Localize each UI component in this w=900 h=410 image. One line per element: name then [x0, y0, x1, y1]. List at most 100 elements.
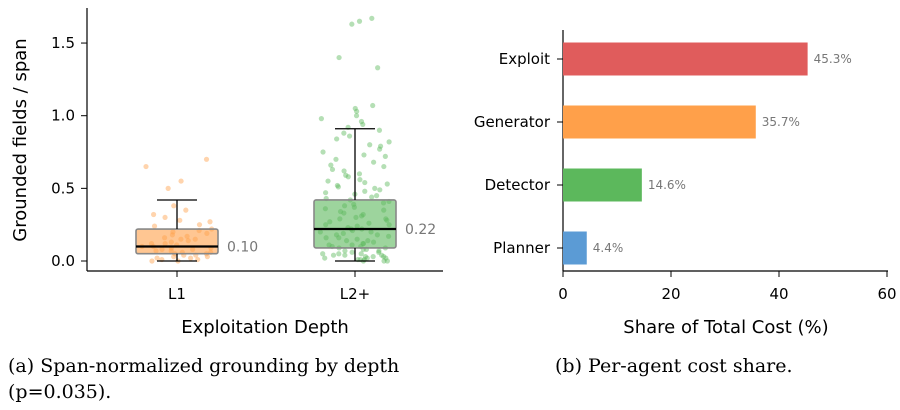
data-point — [346, 133, 353, 139]
data-point — [330, 252, 337, 258]
left-x-axis-title: Exploitation Depth — [181, 317, 349, 338]
data-point — [384, 258, 390, 264]
data-point — [322, 190, 329, 196]
bar-value-label: 14.6% — [648, 178, 686, 192]
data-point — [151, 223, 158, 229]
left-y-axis-title: Grounded fields / span — [10, 38, 31, 241]
caption-a-line1: (a) Span-normalized grounding by depth — [8, 355, 400, 377]
data-point — [328, 162, 334, 168]
bar — [563, 42, 808, 76]
data-point — [149, 258, 155, 264]
data-point — [334, 182, 341, 189]
data-point — [183, 207, 189, 213]
median-label: 0.10 — [227, 239, 258, 255]
x-tick-label: 20 — [661, 285, 680, 303]
right-x-axis-title: Share of Total Cost (%) — [623, 317, 828, 338]
data-point — [320, 149, 326, 155]
data-point — [370, 254, 376, 260]
bar-value-label: 35.7% — [762, 115, 800, 129]
y-tick-label: 1.5 — [51, 34, 75, 52]
data-point — [342, 252, 348, 258]
bar — [563, 105, 756, 139]
data-point — [381, 163, 387, 170]
data-point — [369, 15, 375, 21]
data-point — [360, 121, 366, 128]
data-point — [374, 193, 380, 199]
data-point — [320, 251, 326, 257]
category-label: Exploit — [499, 50, 550, 68]
data-point — [204, 254, 210, 260]
median-label: 0.22 — [405, 222, 436, 238]
data-point — [364, 255, 370, 261]
x-tick-label: L1 — [168, 285, 186, 303]
data-point — [335, 184, 341, 190]
category-label: Generator — [474, 113, 551, 131]
bar-value-label: 45.3% — [814, 52, 852, 66]
data-point — [165, 185, 171, 191]
data-point — [171, 203, 177, 209]
data-point — [341, 168, 347, 174]
data-point — [384, 181, 390, 187]
data-point — [356, 171, 363, 177]
data-point — [203, 156, 210, 162]
x-tick-label: 0 — [558, 285, 568, 303]
data-point — [372, 185, 378, 191]
caption-a-line2: (p=0.035). — [8, 381, 112, 403]
data-point — [162, 214, 168, 221]
data-point — [150, 211, 157, 218]
data-point — [334, 136, 340, 142]
data-point — [379, 252, 385, 258]
data-point — [381, 254, 387, 260]
data-point — [376, 127, 383, 133]
data-point — [352, 105, 358, 112]
data-point — [318, 116, 324, 122]
data-point — [177, 217, 183, 223]
data-point — [377, 146, 383, 152]
data-point — [356, 18, 363, 24]
data-point — [349, 21, 355, 27]
data-point — [377, 143, 384, 149]
bar-value-label: 4.4% — [593, 241, 624, 255]
y-tick-label: 0.0 — [51, 252, 75, 270]
data-point — [325, 178, 331, 184]
category-label: Planner — [493, 239, 551, 257]
bar — [563, 231, 587, 265]
caption-b: (b) Per-agent cost share. — [555, 355, 793, 377]
data-point — [376, 249, 382, 255]
data-point — [362, 179, 368, 186]
data-point — [178, 178, 184, 184]
data-point — [188, 255, 194, 261]
bar — [563, 168, 642, 202]
data-point — [329, 166, 336, 173]
data-point — [381, 258, 387, 264]
x-tick-label: 40 — [769, 285, 788, 303]
y-tick-label: 0.5 — [51, 179, 75, 197]
data-point — [362, 188, 368, 194]
data-point — [353, 113, 360, 119]
data-point — [383, 255, 389, 261]
category-label: Detector — [485, 176, 551, 194]
box — [135, 228, 219, 255]
data-point — [171, 254, 177, 260]
data-point — [370, 102, 376, 109]
data-point — [386, 139, 392, 145]
data-point — [341, 130, 347, 136]
data-point — [345, 174, 351, 180]
data-point — [336, 251, 342, 257]
data-point — [361, 152, 367, 158]
data-point — [357, 177, 363, 183]
box-plot-panel: 0.0 0.5 1.0 1.5 L1 L2+ 0.10 0.22 Exploitation… — [10, 8, 443, 338]
data-point — [154, 255, 160, 261]
data-point — [143, 163, 149, 170]
figure: 0.0 0.5 1.0 1.5 L1 L2+ 0.10 0.22 Exploitation… — [10, 8, 897, 338]
data-point — [358, 251, 364, 257]
data-point — [342, 248, 348, 254]
data-point — [349, 249, 355, 255]
data-point — [333, 156, 339, 162]
data-point — [358, 118, 365, 125]
data-point — [336, 54, 342, 61]
box — [313, 199, 397, 249]
data-point — [367, 142, 373, 148]
data-point — [377, 187, 383, 193]
data-point — [371, 159, 377, 165]
